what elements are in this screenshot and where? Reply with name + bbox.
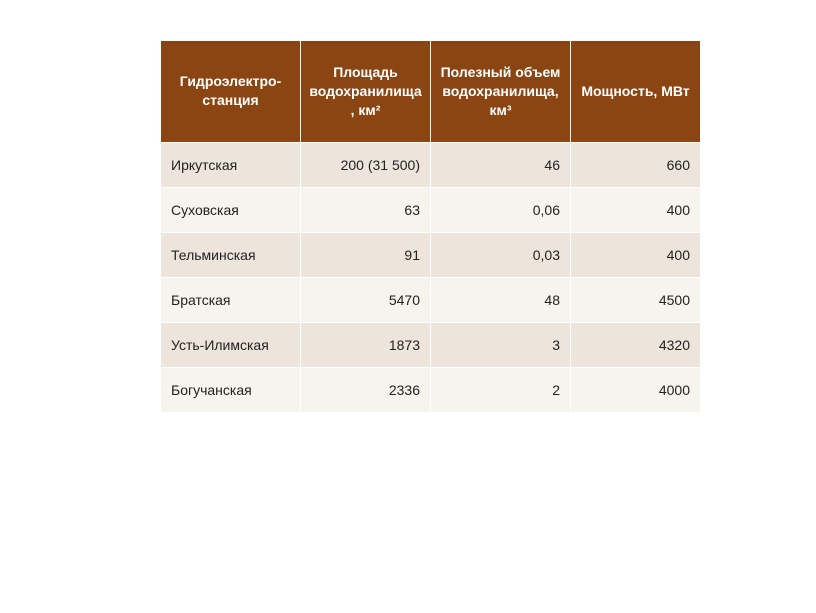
cell-volume: 2 [431, 367, 571, 412]
cell-power: 4500 [571, 277, 701, 322]
col-header-volume: Полезный объем водохранилища, км³ [431, 41, 571, 143]
cell-area: 91 [301, 232, 431, 277]
cell-area: 200 (31 500) [301, 142, 431, 187]
cell-area: 63 [301, 187, 431, 232]
cell-volume: 46 [431, 142, 571, 187]
cell-volume: 3 [431, 322, 571, 367]
table-row: Суховская 63 0,06 400 [161, 187, 701, 232]
cell-station: Суховская [161, 187, 301, 232]
cell-area: 1873 [301, 322, 431, 367]
col-header-area: Площадь водохранилища, км² [301, 41, 431, 143]
hydropower-table: Гидроэлектро- станция Площадь водохранил… [160, 40, 701, 413]
table-row: Иркутская 200 (31 500) 46 660 [161, 142, 701, 187]
cell-area: 2336 [301, 367, 431, 412]
cell-power: 4320 [571, 322, 701, 367]
table-row: Богучанская 2336 2 4000 [161, 367, 701, 412]
cell-station: Иркутская [161, 142, 301, 187]
col-header-power: Мощность, МВт [571, 41, 701, 143]
cell-station: Богучанская [161, 367, 301, 412]
cell-volume: 48 [431, 277, 571, 322]
cell-power: 4000 [571, 367, 701, 412]
table-row: Братская 5470 48 4500 [161, 277, 701, 322]
table-header-row: Гидроэлектро- станция Площадь водохранил… [161, 41, 701, 143]
table-row: Тельминская 91 0,03 400 [161, 232, 701, 277]
cell-area: 5470 [301, 277, 431, 322]
cell-station: Тельминская [161, 232, 301, 277]
table-row: Усть-Илимская 1873 3 4320 [161, 322, 701, 367]
cell-station: Братская [161, 277, 301, 322]
cell-station: Усть-Илимская [161, 322, 301, 367]
cell-power: 400 [571, 187, 701, 232]
col-header-station: Гидроэлектро- станция [161, 41, 301, 143]
cell-volume: 0,03 [431, 232, 571, 277]
cell-power: 400 [571, 232, 701, 277]
cell-volume: 0,06 [431, 187, 571, 232]
cell-power: 660 [571, 142, 701, 187]
